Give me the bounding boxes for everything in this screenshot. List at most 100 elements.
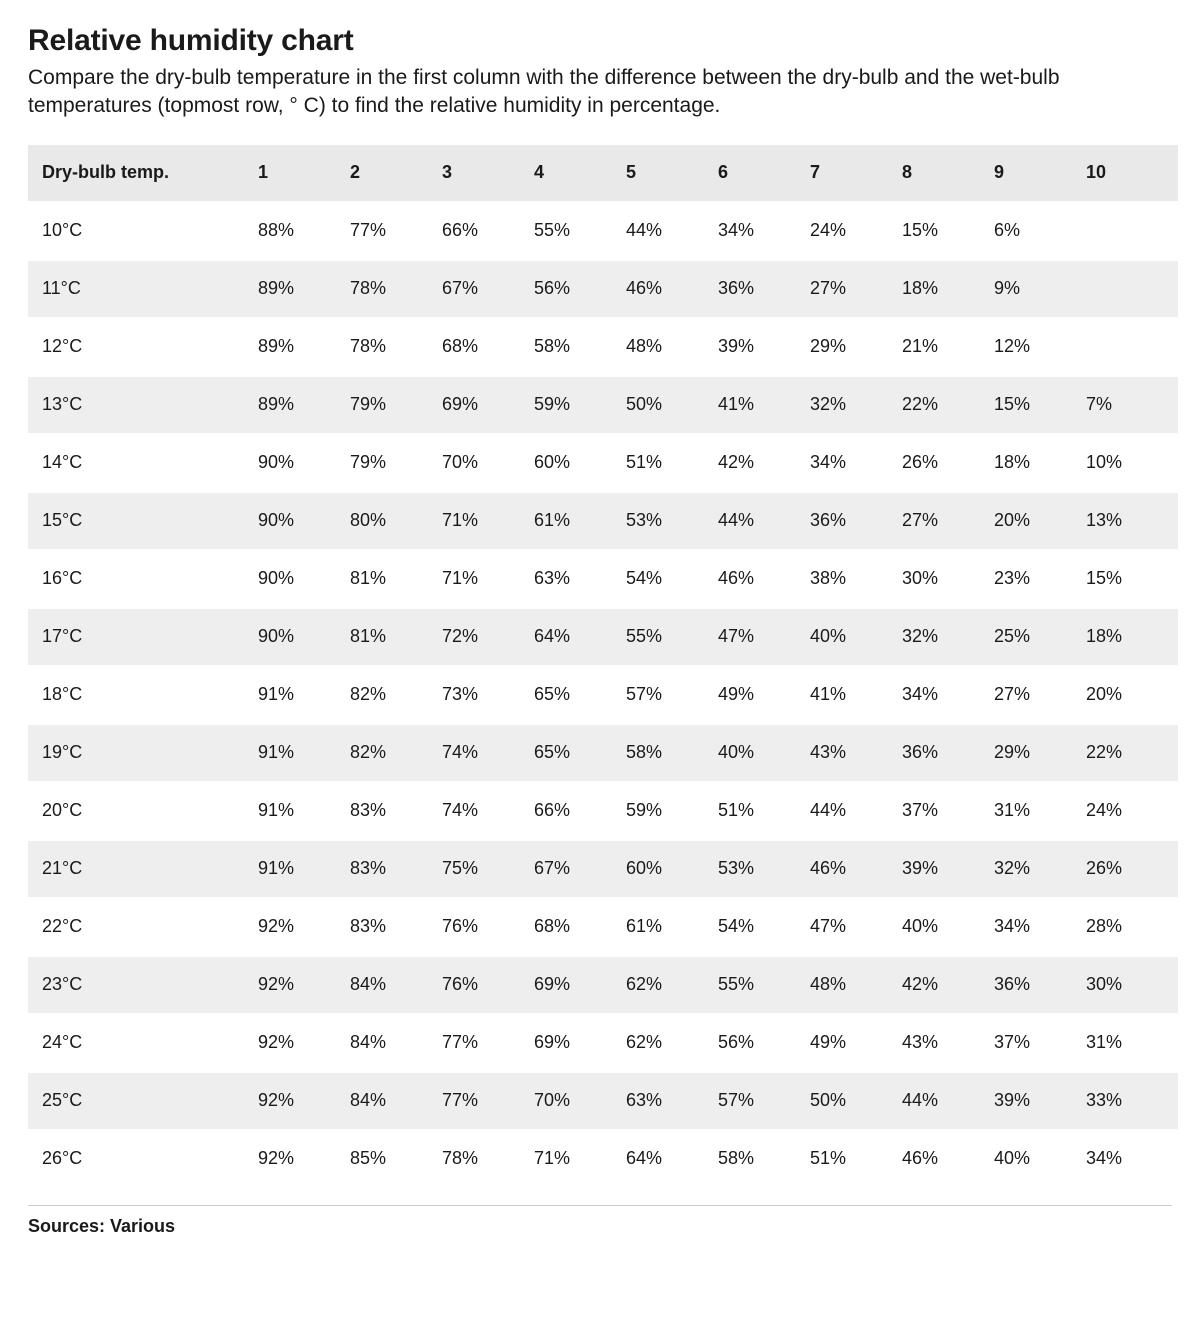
table-cell: 69% [534,956,626,1014]
row-label: 12°C [28,318,258,376]
table-cell: 77% [442,1072,534,1130]
table-cell: 83% [350,840,442,898]
row-label: 20°C [28,782,258,840]
table-cell: 20% [994,492,1086,550]
table-cell: 71% [442,550,534,608]
table-cell: 67% [442,260,534,318]
table-cell: 51% [810,1130,902,1188]
table-cell: 31% [994,782,1086,840]
table-cell: 56% [718,1014,810,1072]
col-header: 3 [442,144,534,202]
table-cell: 53% [718,840,810,898]
table-cell: 47% [810,898,902,956]
table-cell: 90% [258,492,350,550]
table-cell: 44% [902,1072,994,1130]
chart-title: Relative humidity chart [28,24,1172,58]
row-label: 23°C [28,956,258,1014]
table-cell: 58% [626,724,718,782]
table-row: 12°C89%78%68%58%48%39%29%21%12% [28,318,1178,376]
table-cell: 59% [626,782,718,840]
table-cell [1086,318,1178,376]
table-cell: 39% [902,840,994,898]
table-cell: 77% [350,202,442,260]
table-cell: 76% [442,956,534,1014]
table-cell: 55% [626,608,718,666]
row-label: 17°C [28,608,258,666]
table-cell: 20% [1086,666,1178,724]
table-cell: 39% [994,1072,1086,1130]
table-cell: 41% [810,666,902,724]
table-cell: 60% [534,434,626,492]
table-cell: 84% [350,1072,442,1130]
table-cell: 79% [350,376,442,434]
table-cell: 78% [350,260,442,318]
row-label: 10°C [28,202,258,260]
humidity-table: Dry-bulb temp. 12345678910 10°C88%77%66%… [28,143,1178,1189]
table-cell: 92% [258,956,350,1014]
table-cell: 23% [994,550,1086,608]
col-header: 9 [994,144,1086,202]
table-cell: 43% [810,724,902,782]
table-cell: 67% [534,840,626,898]
table-cell: 34% [1086,1130,1178,1188]
col-header: 4 [534,144,626,202]
table-cell: 48% [626,318,718,376]
col-header: 10 [1086,144,1178,202]
col-header: 8 [902,144,994,202]
table-cell: 78% [442,1130,534,1188]
table-cell: 74% [442,724,534,782]
table-row: 26°C92%85%78%71%64%58%51%46%40%34% [28,1130,1178,1188]
table-cell: 37% [902,782,994,840]
table-cell: 92% [258,1014,350,1072]
table-cell: 78% [350,318,442,376]
table-cell: 62% [626,1014,718,1072]
table-cell: 39% [718,318,810,376]
table-row: 21°C91%83%75%67%60%53%46%39%32%26% [28,840,1178,898]
row-label: 11°C [28,260,258,318]
table-cell: 84% [350,956,442,1014]
table-cell: 85% [350,1130,442,1188]
table-row: 18°C91%82%73%65%57%49%41%34%27%20% [28,666,1178,724]
table-cell: 90% [258,434,350,492]
table-cell: 26% [902,434,994,492]
table-row: 24°C92%84%77%69%62%56%49%43%37%31% [28,1014,1178,1072]
col-header: 5 [626,144,718,202]
table-cell: 44% [626,202,718,260]
table-cell: 32% [994,840,1086,898]
table-cell: 24% [810,202,902,260]
table-cell: 44% [810,782,902,840]
table-cell: 46% [718,550,810,608]
table-cell: 21% [902,318,994,376]
table-cell: 44% [718,492,810,550]
row-label: 15°C [28,492,258,550]
row-label: 21°C [28,840,258,898]
table-cell: 56% [534,260,626,318]
table-cell: 34% [994,898,1086,956]
table-cell: 82% [350,666,442,724]
table-cell: 37% [994,1014,1086,1072]
table-cell: 57% [626,666,718,724]
table-row: 19°C91%82%74%65%58%40%43%36%29%22% [28,724,1178,782]
table-cell: 47% [718,608,810,666]
table-cell: 60% [626,840,718,898]
row-label: 13°C [28,376,258,434]
table-cell: 26% [1086,840,1178,898]
table-cell: 92% [258,898,350,956]
col-header: 2 [350,144,442,202]
table-cell: 90% [258,608,350,666]
table-cell: 46% [626,260,718,318]
table-row: 11°C89%78%67%56%46%36%27%18%9% [28,260,1178,318]
table-cell: 80% [350,492,442,550]
table-cell: 89% [258,318,350,376]
table-cell: 76% [442,898,534,956]
table-cell: 63% [626,1072,718,1130]
table-cell: 34% [718,202,810,260]
table-cell: 27% [994,666,1086,724]
col-header: 7 [810,144,902,202]
row-label: 19°C [28,724,258,782]
table-cell: 81% [350,608,442,666]
table-cell: 40% [718,724,810,782]
table-cell: 69% [442,376,534,434]
table-row: 10°C88%77%66%55%44%34%24%15%6% [28,202,1178,260]
table-cell: 90% [258,550,350,608]
